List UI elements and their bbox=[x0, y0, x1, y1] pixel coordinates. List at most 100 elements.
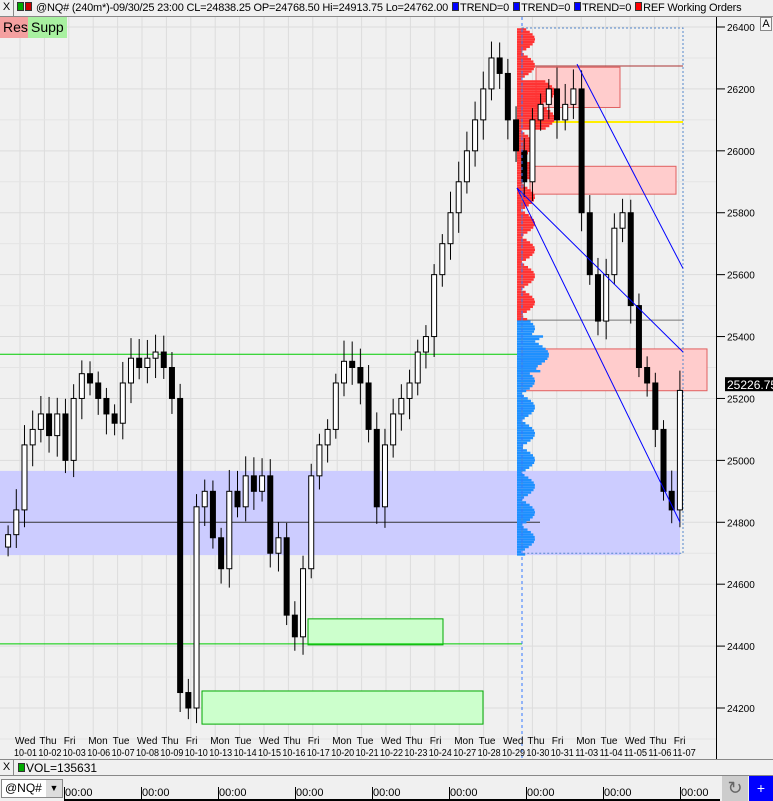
legend-item: REF Working Orders bbox=[635, 2, 742, 14]
add-button[interactable]: + bbox=[749, 776, 773, 801]
volume-profile-bar bbox=[517, 550, 522, 554]
x-date-label: 10-14 bbox=[234, 748, 257, 759]
candle-body bbox=[177, 397, 184, 694]
candle-body bbox=[570, 88, 577, 105]
volume-profile-bar bbox=[517, 535, 535, 539]
volume-profile-bar bbox=[517, 268, 532, 271]
volume-profile-bar bbox=[517, 55, 528, 58]
res-button[interactable]: Res bbox=[0, 17, 31, 38]
volume-profile-bar bbox=[517, 543, 532, 546]
volume-profile-bar bbox=[517, 218, 534, 222]
time-label: 00:00 bbox=[449, 787, 478, 799]
volume-profile-bar bbox=[517, 377, 535, 380]
close-chart-button[interactable]: X bbox=[0, 0, 14, 16]
candle-body bbox=[250, 475, 257, 492]
volume-profile-bar bbox=[517, 112, 553, 115]
x-day-label: Mon bbox=[88, 736, 107, 747]
price-axis[interactable]: 26400 26200 26000 25800 25600 25400 25200 25000… bbox=[716, 17, 773, 759]
x-day-label: Fri bbox=[64, 736, 76, 747]
x-date-label: 11-04 bbox=[600, 748, 623, 759]
volume-profile-bar bbox=[517, 228, 531, 232]
volume-profile-bar bbox=[517, 345, 543, 348]
volume-profile-bar bbox=[517, 476, 529, 479]
volume-profile-bar bbox=[517, 303, 535, 306]
volume-profile-bar bbox=[517, 288, 522, 291]
supp-button[interactable]: Supp bbox=[28, 17, 67, 38]
candle-body bbox=[21, 444, 28, 511]
x-day-label: Wed bbox=[381, 736, 401, 747]
volume-profile-bar bbox=[517, 109, 551, 113]
candle-body bbox=[136, 357, 143, 369]
volume-profile-bar bbox=[517, 216, 532, 219]
x-date-label: 11-06 bbox=[648, 748, 671, 759]
price-chart[interactable]: Wed 10-01 Thu 10-02 Fri 10-03 Mon 10-06 Tue 10-07… bbox=[0, 17, 716, 759]
candle-body bbox=[275, 537, 282, 554]
volume-profile-bar bbox=[517, 270, 534, 274]
candle-body bbox=[185, 692, 192, 709]
legend-item: TREND=0 bbox=[513, 2, 570, 14]
volume-profile-bar bbox=[517, 414, 529, 417]
candle-body bbox=[341, 360, 347, 384]
x-date-label: 10-24 bbox=[429, 748, 452, 759]
price-label: 25400 bbox=[727, 333, 755, 344]
volume-profile-bar bbox=[517, 446, 523, 450]
candle-body bbox=[381, 444, 388, 508]
volume-profile-bar bbox=[517, 404, 535, 408]
x-day-label: Fri bbox=[308, 736, 320, 747]
chart-header: X @NQ# (240m*)-09/30/25 23:00 CL=24838.2… bbox=[0, 0, 773, 17]
volume-profile-bar bbox=[517, 513, 535, 517]
symbol-select[interactable]: @NQ# ▼ bbox=[1, 779, 63, 798]
candle-body bbox=[168, 367, 175, 399]
candle-body bbox=[635, 305, 642, 369]
price-label: 26200 bbox=[727, 85, 755, 96]
volume-profile-bar bbox=[517, 429, 535, 432]
candle-body bbox=[349, 360, 356, 369]
volume-profile-bar bbox=[517, 275, 535, 279]
time-scroll-axis[interactable]: 00:00 00:00 00:00 00:00 00:00 00:00 00:00 00:00… bbox=[64, 776, 720, 801]
candle-body bbox=[373, 428, 380, 508]
volume-profile-bar bbox=[517, 439, 531, 442]
x-day-label: Tue bbox=[357, 736, 374, 747]
volume-profile-bar bbox=[517, 496, 525, 499]
volume-profile-bar bbox=[517, 456, 535, 460]
volume-profile-bar bbox=[517, 407, 535, 410]
candle-body bbox=[62, 413, 69, 461]
x-day-label: Fri bbox=[674, 736, 686, 747]
volume-profile-bar bbox=[517, 236, 523, 239]
volume-profile-bar bbox=[517, 114, 555, 118]
close-volume-button[interactable]: X bbox=[0, 759, 14, 776]
volume-profile-bar bbox=[517, 347, 546, 351]
volume-profile-bar bbox=[517, 258, 526, 261]
resistance-zone bbox=[529, 165, 677, 195]
candle-body bbox=[259, 475, 266, 492]
volume-profile-bar bbox=[517, 278, 534, 281]
candle-body bbox=[390, 413, 397, 446]
candle-body bbox=[332, 382, 339, 430]
x-date-label: 10-27 bbox=[453, 748, 476, 759]
trend-line bbox=[516, 187, 684, 353]
auto-scale-button[interactable]: A bbox=[760, 17, 772, 31]
chevron-down-icon[interactable]: ▼ bbox=[46, 780, 62, 797]
x-day-label: Wed bbox=[625, 736, 645, 747]
volume-profile-bar bbox=[517, 191, 534, 195]
candle-body bbox=[619, 212, 626, 229]
volume-profile-bar bbox=[517, 211, 526, 214]
last-price-label: 25226.75 bbox=[727, 378, 773, 392]
volume-profile-bar bbox=[517, 436, 534, 440]
last-price-marker bbox=[725, 377, 773, 392]
volume-profile-bar bbox=[517, 75, 525, 78]
price-label: 25000 bbox=[727, 456, 755, 467]
volume-profile-bar bbox=[517, 147, 534, 150]
x-date-label: 10-10 bbox=[185, 748, 208, 759]
refresh-icon[interactable]: ↻ bbox=[722, 776, 748, 801]
x-day-label: Wed bbox=[259, 736, 279, 747]
volume-profile-bar bbox=[517, 342, 539, 346]
volume-profile-bar bbox=[517, 533, 534, 536]
candle-body bbox=[554, 88, 561, 121]
x-date-label: 10-20 bbox=[331, 748, 354, 759]
x-day-label: Fri bbox=[552, 736, 564, 747]
volume-profile-bar bbox=[517, 206, 526, 209]
candle-body bbox=[431, 274, 438, 338]
time-label: 00:00 bbox=[680, 787, 709, 799]
volume-profile-bar bbox=[517, 444, 524, 447]
